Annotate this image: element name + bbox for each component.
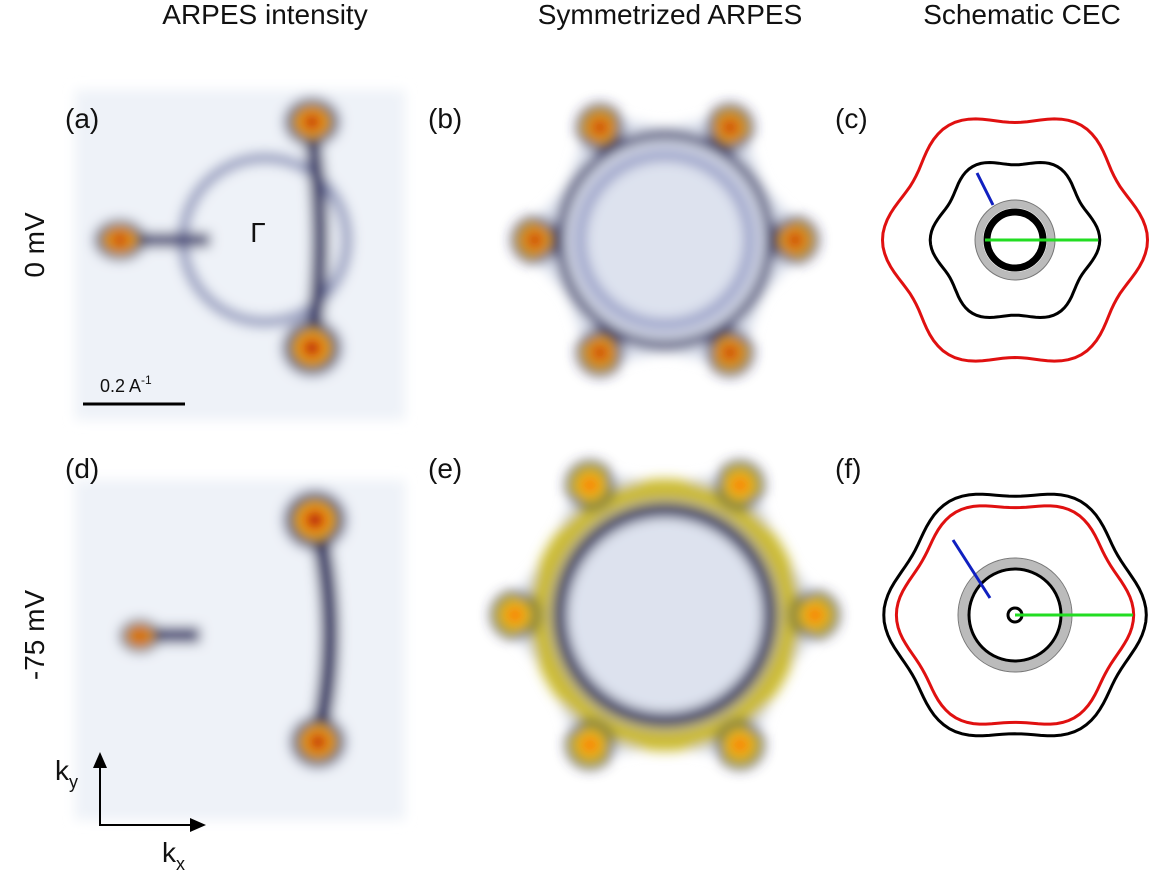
hot-spot [789,589,841,641]
hot-spot [769,214,821,266]
kx-label: kx [162,837,185,874]
row-label: -75 mV [19,590,50,681]
panel-label: (b) [428,103,462,134]
hot-spot [714,459,766,512]
vector-blue [951,539,992,599]
hot-spot [574,326,626,379]
hot-spot [564,459,616,512]
hot-spot [564,718,616,771]
bg [75,480,405,820]
hot-spot [92,218,148,262]
hot-spot [704,326,756,379]
kx-base: k [162,837,177,868]
column-title: Schematic CEC [923,0,1121,30]
ky-label: ky [55,755,78,792]
column-title: Symmetrized ARPES [538,0,803,30]
arrowhead [93,752,107,768]
cec-red [894,504,1136,726]
gamma-label: Γ [250,217,265,248]
scale-bar-label: 0.2 A-1 [100,373,152,396]
panel-label: (c) [835,103,868,134]
arpes-b [509,101,821,379]
cec-red [880,117,1150,363]
ring [553,503,777,727]
arpes-d [75,480,405,820]
arpes-a [75,90,405,420]
panel-label: (f) [835,453,861,484]
panels-art [75,90,1150,820]
hot-spot [704,101,756,154]
hot-spot [288,714,348,770]
panel-label: (a) [65,103,99,134]
cec-black [928,160,1102,320]
hot-spot [282,96,342,148]
vector-blue [975,172,995,206]
scale-sup: -1 [141,373,152,387]
row-label: 0 mV [19,212,50,278]
arpes-e [489,459,841,771]
hot-spot [280,318,344,378]
ky-sub: y [69,772,78,792]
arrowhead [190,818,206,832]
ring [574,149,756,331]
hot-spot [509,214,561,266]
panel-label: (e) [428,453,462,484]
panel-label: (d) [65,453,99,484]
hot-spot [118,618,162,654]
hot-spot [281,488,349,552]
ky-base: k [55,755,70,786]
column-title: ARPES intensity [162,0,367,30]
hot-spot [489,589,541,641]
hot-spot [574,101,626,154]
scale-text: 0.2 A [100,376,141,396]
hot-spot [714,718,766,771]
cec-black [882,492,1148,738]
kx-sub: x [176,854,185,874]
